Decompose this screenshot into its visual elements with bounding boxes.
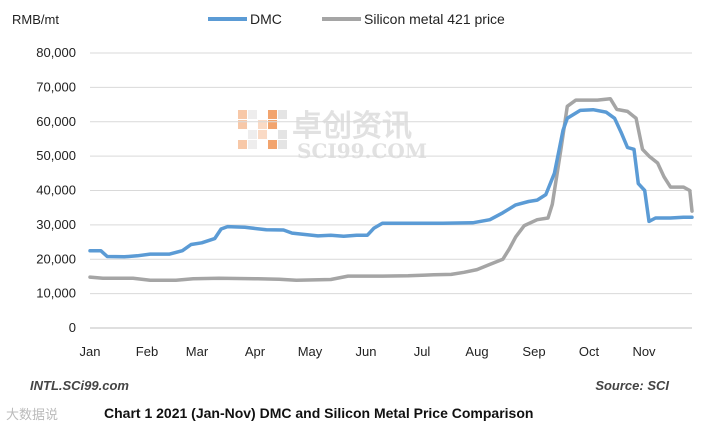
logo-tile [268, 140, 277, 149]
logo-tile [248, 130, 257, 139]
logo-tile [248, 140, 257, 149]
y-tick-label: 60,000 [36, 114, 76, 129]
logo-tile [238, 110, 247, 119]
x-tick-label: Sep [522, 344, 545, 359]
x-tick-label: Nov [632, 344, 656, 359]
series-line-dmc [88, 107, 694, 259]
x-tick-label: Aug [465, 344, 488, 359]
y-tick-label: 40,000 [36, 183, 76, 198]
y-tick-label: 70,000 [36, 79, 76, 94]
series-line-silicon-metal [88, 96, 694, 282]
logo-tile [258, 130, 267, 139]
y-tick-label: 50,000 [36, 148, 76, 163]
y-tick-label: 10,000 [36, 286, 76, 301]
y-tick-label: 30,000 [36, 217, 76, 232]
sci99-logo-icon [238, 110, 287, 149]
y-tick-label: 0 [69, 320, 76, 335]
website-credit: INTL.SCi99.com [30, 378, 129, 393]
logo-tile [278, 110, 287, 119]
logo-tile [238, 140, 247, 149]
logo-tile [248, 110, 257, 119]
watermark-chinese-text: 卓创资讯 [292, 109, 412, 144]
y-axis-unit-label: RMB/mt [12, 12, 59, 27]
x-tick-label: May [298, 344, 323, 359]
y-tick-label: 20,000 [36, 251, 76, 266]
sci99-watermark: 卓创资讯 SCI99.COM [238, 109, 427, 163]
logo-tile [238, 120, 247, 129]
chart-series [88, 96, 694, 282]
x-tick-label: Apr [245, 344, 266, 359]
logo-tile [278, 140, 287, 149]
y-tick-label: 80,000 [36, 45, 76, 60]
x-tick-label: Jul [414, 344, 431, 359]
chart-caption: Chart 1 2021 (Jan-Nov) DMC and Silicon M… [104, 405, 534, 421]
x-tick-label: Feb [136, 344, 158, 359]
watermark-latin-text: SCI99.COM [297, 139, 427, 163]
logo-tile [268, 110, 277, 119]
logo-tile [268, 120, 277, 129]
x-tick-label: Oct [579, 344, 600, 359]
x-tick-label: Jun [356, 344, 377, 359]
legend-label-silicon-metal: Silicon metal 421 price [364, 11, 505, 27]
x-tick-label: Jan [80, 344, 101, 359]
y-axis-ticks: 0 10,000 20,000 30,000 40,000 50,000 60,000 70,… [36, 45, 76, 335]
x-axis-ticks: Jan Feb Mar Apr May Jun Jul Aug Sep Oct Nov [80, 344, 657, 359]
logo-tile [278, 130, 287, 139]
legend-label-dmc: DMC [250, 11, 282, 27]
chart-gridlines [90, 52, 692, 295]
chart-legend: DMC Silicon metal 421 price [208, 11, 505, 27]
x-tick-label: Mar [186, 344, 209, 359]
logo-tile [258, 120, 267, 129]
source-credit: Source: SCI [595, 378, 669, 393]
corner-watermark-text: 大数据说 [6, 407, 59, 422]
